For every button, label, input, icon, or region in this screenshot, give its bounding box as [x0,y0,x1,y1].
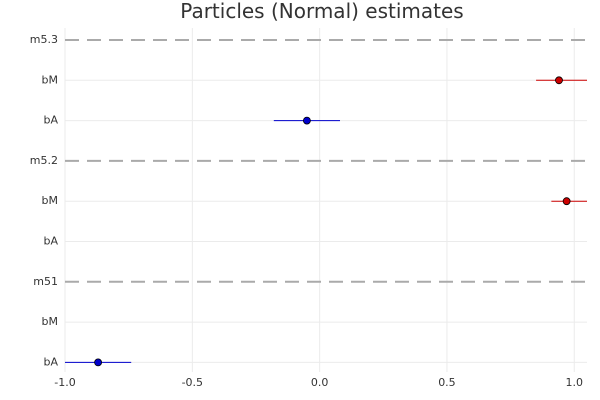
estimate-point [303,116,311,125]
x-tick-label: -1.0 [54,376,75,389]
rows: m5.3 bM bA m5.2 bM bA m51 bM bA [30,33,587,368]
x-tick-label: 0.5 [438,376,456,389]
model-label: m51 [33,275,58,288]
parameter-label: bA [43,114,58,127]
parameter-label: bA [43,355,58,368]
model-label: m5.2 [30,154,58,167]
x-tick-label: 1.0 [566,376,584,389]
x-axis: -1.0 -0.5 0.0 0.5 1.0 [54,376,583,389]
parameter-label: bM [42,73,58,86]
estimate-point [562,197,571,206]
estimate-point [555,76,563,85]
x-tick-label: 0.0 [311,376,329,389]
parameter-label: bA [43,235,58,248]
parameter-label: bM [42,194,58,207]
model-label: m5.3 [30,33,58,46]
grid [64,28,587,372]
parameter-label: bM [42,315,58,328]
estimate-point [94,358,103,367]
chart-title: Particles (Normal) estimates [180,0,463,23]
x-tick-label: -0.5 [182,376,203,389]
